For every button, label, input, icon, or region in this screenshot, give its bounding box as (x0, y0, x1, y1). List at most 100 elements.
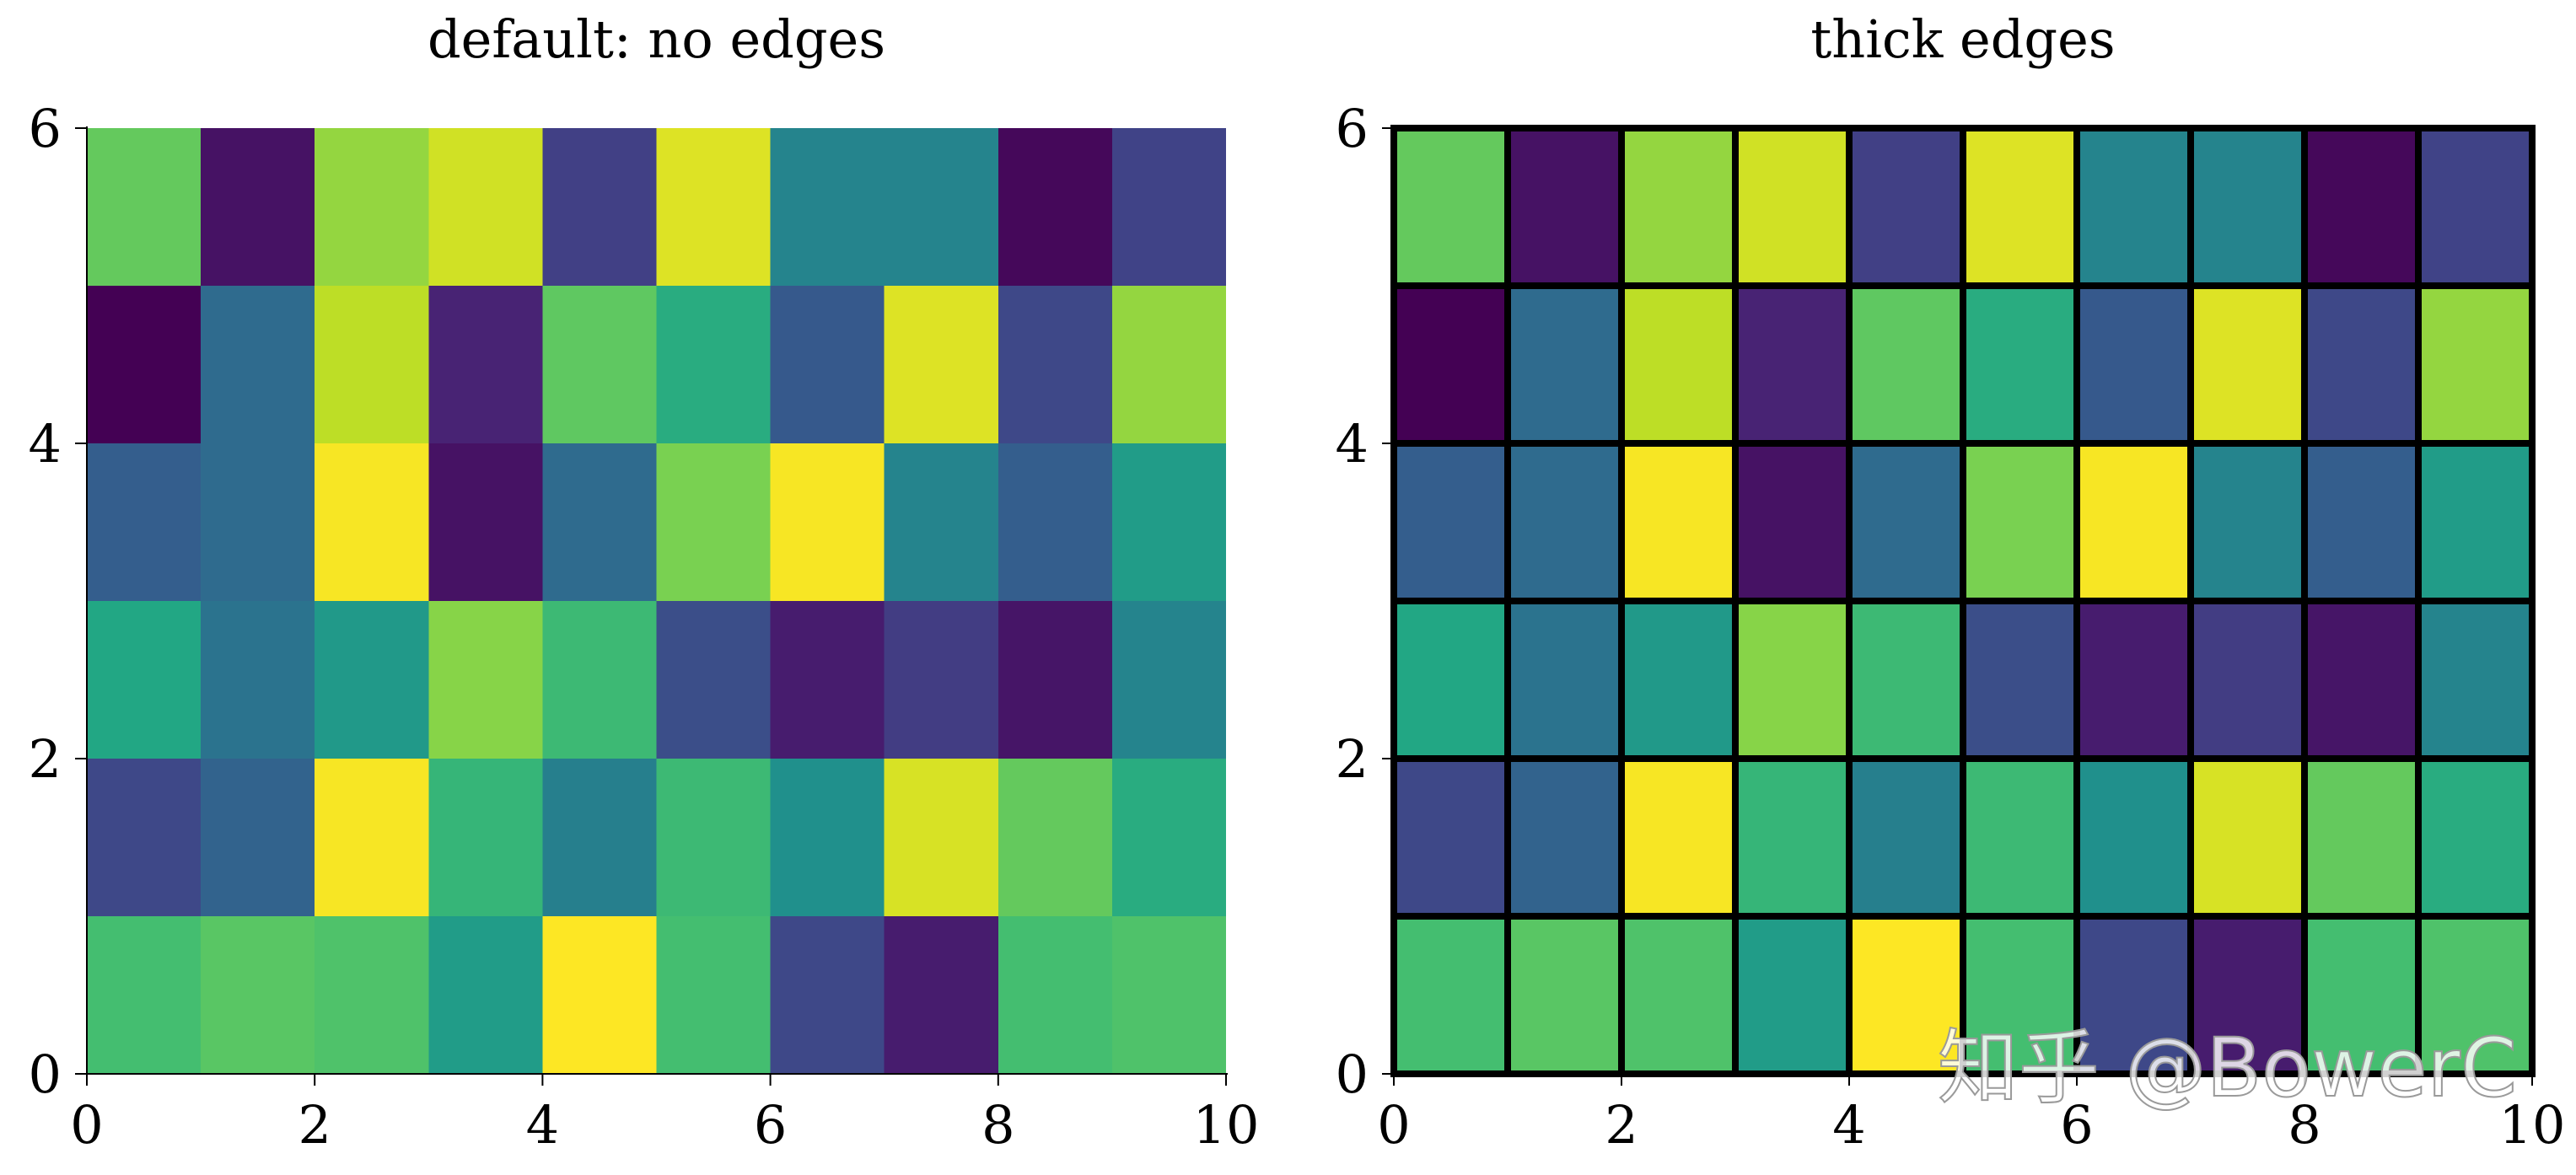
heatmap-cell (884, 916, 998, 1074)
heatmap-cell (1618, 125, 1739, 289)
heatmap-cell (2415, 755, 2536, 920)
heatmap-cell (770, 759, 885, 916)
heatmap-cell (1390, 598, 1511, 762)
heatmap-cell (87, 128, 202, 286)
heatmap-cell (201, 443, 315, 601)
heatmap-cell (1111, 286, 1226, 443)
heatmap-cell (201, 601, 315, 759)
heatmap-cell (1618, 440, 1739, 604)
heatmap-cell (2415, 440, 2536, 604)
heatmap-cell (1111, 601, 1226, 759)
heatmap-cell (1732, 913, 1853, 1077)
x-tick-label: 8 (2288, 1094, 2321, 1156)
heatmap-cell (201, 128, 315, 286)
x-tick-label: 6 (754, 1094, 787, 1156)
heatmap-cell (998, 443, 1112, 601)
watermark-text: 知乎 @BowerC (1938, 1021, 2517, 1115)
heatmap-cell (884, 128, 998, 286)
heatmap-cell (1960, 755, 2080, 920)
heatmap-cell (2073, 440, 2194, 604)
x-tick-label: 4 (526, 1094, 559, 1156)
heatmap-cell (428, 286, 543, 443)
x-tick-label: 4 (1832, 1094, 1865, 1156)
heatmap-cell (542, 443, 657, 601)
heatmap-cell (2187, 282, 2308, 447)
y-tick-label: 4 (1336, 413, 1369, 475)
y-tick-label: 0 (29, 1044, 62, 1105)
y-tick-label: 6 (1336, 98, 1369, 159)
chart-title: thick edges (1810, 8, 2115, 70)
heatmap-cell (201, 916, 315, 1074)
heatmap-cell (201, 286, 315, 443)
heatmap-cell (1504, 598, 1625, 762)
heatmap-cell (315, 128, 429, 286)
heatmap-cell (1732, 755, 1853, 920)
heatmap-cell (1732, 598, 1853, 762)
heatmap-cell (998, 759, 1112, 916)
heatmap-cell (1846, 755, 1966, 920)
heatmap-cell (87, 286, 202, 443)
heatmap-cell (542, 601, 657, 759)
heatmap-cell (2187, 125, 2308, 289)
heatmap-cell (2073, 755, 2194, 920)
heatmap-cell (998, 286, 1112, 443)
heatmap-cell (1504, 125, 1625, 289)
heatmap-cell (998, 601, 1112, 759)
heatmap-cell (1504, 913, 1625, 1077)
heatmap-cell (770, 443, 885, 601)
heatmap-cell (1618, 598, 1739, 762)
heatmap-cell (315, 759, 429, 916)
heatmap-cell (1111, 916, 1226, 1074)
chart-title: default: no edges (428, 8, 885, 70)
heatmap-cell (1846, 440, 1966, 604)
heatmap-cell (2073, 282, 2194, 447)
heatmap-cell (656, 128, 771, 286)
x-tick-label: 8 (981, 1094, 1014, 1156)
heatmap-cell (2073, 125, 2194, 289)
heatmap-cell (1390, 440, 1511, 604)
heatmap-cell (542, 759, 657, 916)
heatmap-cell (428, 443, 543, 601)
y-tick-label: 2 (1336, 728, 1369, 790)
y-tick-label: 4 (29, 413, 62, 475)
heatmap-panel-thick-edges: thick edges 0 2 4 6 8 10 0 2 4 6 (1336, 8, 2566, 1156)
heatmap-cell (998, 916, 1112, 1074)
heatmap-cell (428, 916, 543, 1074)
heatmap-cell (656, 916, 771, 1074)
heatmap-cell (1504, 755, 1625, 920)
heatmap-cell (884, 286, 998, 443)
heatmap-cell (542, 916, 657, 1074)
heatmap-cell (1618, 282, 1739, 447)
heatmap-cell (428, 128, 543, 286)
heatmap-cell (770, 286, 885, 443)
heatmap-cell (1390, 282, 1511, 447)
x-tick-label: 10 (1193, 1094, 1260, 1156)
heatmap-cell (428, 759, 543, 916)
heatmap-cell (656, 601, 771, 759)
y-tick-label: 6 (29, 98, 62, 159)
heatmap-cell (1390, 913, 1511, 1077)
heatmap-cell (1732, 282, 1853, 447)
heatmap-cell (542, 286, 657, 443)
heatmap-cell (315, 443, 429, 601)
heatmap-cell (1960, 598, 2080, 762)
heatmap-cell (1390, 125, 1511, 289)
heatmap-cell (1846, 125, 1966, 289)
x-tick-label: 10 (2499, 1094, 2566, 1156)
heatmap-cell (315, 286, 429, 443)
heatmap-cell (884, 601, 998, 759)
x-tick-label: 0 (1377, 1094, 1410, 1156)
heatmap-cell (87, 916, 202, 1074)
heatmap-cell (1618, 913, 1739, 1077)
heatmap-cell (884, 443, 998, 601)
heatmap-cell (2301, 440, 2422, 604)
heatmap-panel-default: default: no edges 0 2 4 6 8 10 0 2 4 6 (29, 8, 1260, 1156)
heatmap-cell (770, 128, 885, 286)
heatmap-cell (1732, 440, 1853, 604)
heatmap-cell (2415, 282, 2536, 447)
heatmap-cell (884, 759, 998, 916)
heatmap-cell (1111, 128, 1226, 286)
heatmap-cell (1504, 282, 1625, 447)
heatmap-cell (428, 601, 543, 759)
